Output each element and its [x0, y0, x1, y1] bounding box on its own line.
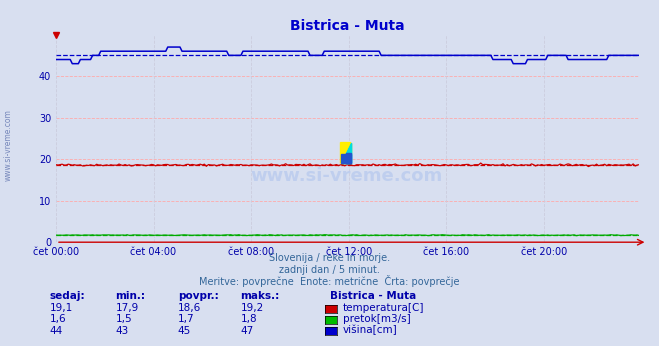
Text: 47: 47 [241, 326, 254, 336]
Text: 19,1: 19,1 [49, 303, 72, 313]
Text: višina[cm]: višina[cm] [343, 325, 397, 336]
Text: 1,7: 1,7 [178, 315, 194, 325]
Bar [345, 143, 351, 153]
Bar [345, 153, 351, 163]
Text: 18,6: 18,6 [178, 303, 201, 313]
Title: Bistrica - Muta: Bistrica - Muta [291, 19, 405, 34]
Text: sedaj:: sedaj: [49, 291, 85, 301]
Text: Slovenija / reke in morje.: Slovenija / reke in morje. [269, 253, 390, 263]
Text: 1,5: 1,5 [115, 315, 132, 325]
Polygon shape [341, 143, 351, 163]
Text: maks.:: maks.: [241, 291, 280, 301]
Text: Bistrica - Muta: Bistrica - Muta [330, 291, 416, 301]
Text: www.si-vreme.com: www.si-vreme.com [3, 109, 13, 181]
Text: 19,2: 19,2 [241, 303, 264, 313]
Text: 1,6: 1,6 [49, 315, 66, 325]
Text: min.:: min.: [115, 291, 146, 301]
Bar [341, 153, 345, 163]
Bar [341, 143, 351, 153]
Text: 44: 44 [49, 326, 63, 336]
Bar [345, 153, 351, 163]
Text: povpr.:: povpr.: [178, 291, 219, 301]
Text: 43: 43 [115, 326, 129, 336]
Text: temperatura[C]: temperatura[C] [343, 303, 424, 313]
Text: 17,9: 17,9 [115, 303, 138, 313]
Text: 1,8: 1,8 [241, 315, 257, 325]
Text: zadnji dan / 5 minut.: zadnji dan / 5 minut. [279, 265, 380, 275]
Text: pretok[m3/s]: pretok[m3/s] [343, 315, 411, 325]
Text: Meritve: povprečne  Enote: metrične  Črta: povprečje: Meritve: povprečne Enote: metrične Črta:… [199, 275, 460, 288]
Polygon shape [341, 143, 351, 163]
Bar [341, 154, 351, 163]
Text: www.si-vreme.com: www.si-vreme.com [250, 167, 443, 185]
Text: 45: 45 [178, 326, 191, 336]
